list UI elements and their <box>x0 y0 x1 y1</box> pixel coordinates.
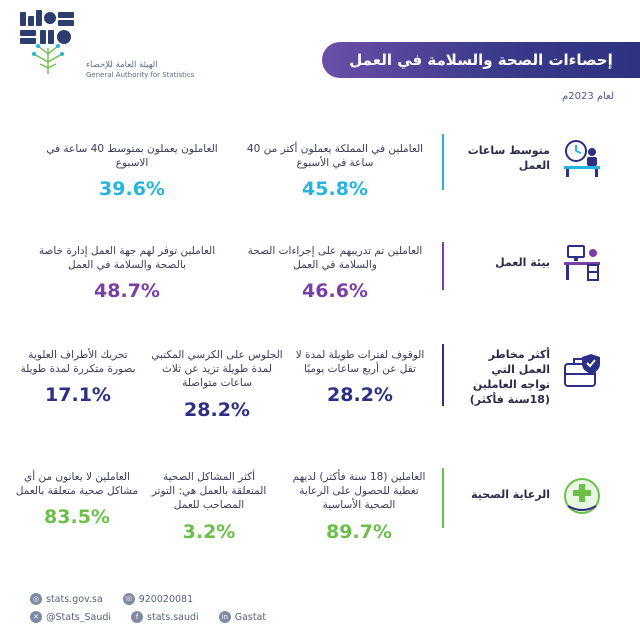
phone-icon: ☏ <box>122 593 135 605</box>
globe-icon: ◎ <box>30 593 42 605</box>
category-label: متوسط ساعات العمل <box>467 144 550 172</box>
stat-value: 46.6% <box>302 280 368 303</box>
stat-value: 17.1% <box>45 384 111 407</box>
stat-text: العاملون يعملون بمتوسط 40 ساعة في الاسبو… <box>46 143 218 170</box>
row-work-environment: بيئة العمل العاملين تم تدريبهم على إجراء… <box>0 234 640 334</box>
stat-value: 45.8% <box>302 178 368 201</box>
stat-item: العاملين لا يعانون من أي مشاكل صحية متعل… <box>14 470 140 528</box>
twitter-link[interactable]: ✕ @Stats_Saudi <box>30 611 111 623</box>
stat-text: العاملين (18 سنة فأكثر) لديهم تغطية للحص… <box>292 471 426 512</box>
facebook-icon: f <box>131 611 144 623</box>
clock-desk-icon <box>564 140 600 177</box>
stat-value: 28.2% <box>327 384 393 407</box>
category-divider <box>442 344 444 406</box>
category-divider <box>442 242 444 290</box>
stat-item: الجلوس على الكرسي المكتبي لمدة طويلة تزي… <box>149 348 285 421</box>
logo-text: الهيئة العامة للإحصاء General Authority … <box>86 60 196 79</box>
phone-link[interactable]: ☏ 920020081 <box>122 593 194 605</box>
phone-text: 920020081 <box>138 593 194 605</box>
stat-item: العاملين تم تدريبهم على إجراءات الصحة وا… <box>240 244 430 302</box>
health-care-icon <box>564 478 600 514</box>
stat-item: تحريك الأطراف العلوية بصورة متكررة لمدة … <box>14 348 142 406</box>
stat-text: العاملين تم تدريبهم على إجراءات الصحة وا… <box>247 245 423 272</box>
row-working-hours: متوسط ساعات العمل العاملين في المملكة يع… <box>0 128 640 228</box>
stat-text: أكثر المشاكل الصحية المتعلقة بالعمل هي: … <box>151 471 267 512</box>
linkedin-icon: in <box>218 611 231 623</box>
linkedin-text: Gastat <box>234 611 267 623</box>
stat-value: 89.7% <box>326 520 392 543</box>
stat-text: العاملين لا يعانون من أي مشاكل صحية متعل… <box>15 471 139 498</box>
category-divider <box>442 468 444 528</box>
stat-value: 3.2% <box>182 520 236 543</box>
stat-item: الوقوف لفترات طويلة لمدة لا تقل عن أربع … <box>292 348 428 406</box>
stat-text: العاملين توفر لهم جهة العمل إدارة خاصة ب… <box>38 245 216 272</box>
twitter-text: @Stats_Saudi <box>46 611 112 623</box>
website-text: stats.gov.sa <box>46 593 103 605</box>
linkedin-link[interactable]: in Gastat <box>218 611 267 623</box>
logo-arabic-name: الهيئة العامة للإحصاء <box>86 60 158 70</box>
row-work-hazards: أكثر مخاطر العمل التي تواجه العاملين (18… <box>0 340 640 445</box>
stat-item: العاملون يعملون بمتوسط 40 ساعة في الاسبو… <box>42 142 222 200</box>
briefcase-shield-icon <box>564 354 600 387</box>
website-link[interactable]: ◎ stats.gov.sa <box>30 593 103 605</box>
stat-item: العاملين توفر لهم جهة العمل إدارة خاصة ب… <box>32 244 222 302</box>
stat-value: 83.5% <box>44 506 110 529</box>
stat-text: الوقوف لفترات طويلة لمدة لا تقل عن أربع … <box>295 349 425 376</box>
stat-value: 48.7% <box>94 280 160 303</box>
year-label: لعام 2023م <box>562 91 614 102</box>
category-label: بيئة العمل <box>495 256 550 269</box>
stat-text: العاملين في المملكة يعملون أكثر من 40 سا… <box>246 143 424 170</box>
category-label: أكثر مخاطر العمل التي تواجه العاملين (18… <box>469 348 550 406</box>
stat-value: 39.6% <box>99 178 165 201</box>
row-health-care: الرعاية الصحية العاملين (18 سنة فأكثر) ل… <box>0 462 640 570</box>
logo-english-name: General Authority for Statistics <box>86 71 195 79</box>
stat-text: الجلوس على الكرسي المكتبي لمدة طويلة تزي… <box>151 349 283 390</box>
page-title: إحصاءات الصحة والسلامة في العمل <box>322 42 640 78</box>
facebook-text: stats.saudi <box>147 611 199 623</box>
category-divider <box>442 134 444 190</box>
category-label: الرعاية الصحية <box>471 488 550 501</box>
office-desk-icon <box>564 245 600 281</box>
footer-contacts: ◎ stats.gov.sa ☏ 920020081 ✕ @Stats_Saud… <box>30 590 280 626</box>
stat-item: العاملين في المملكة يعملون أكثر من 40 سا… <box>240 142 430 200</box>
stat-item: العاملين (18 سنة فأكثر) لديهم تغطية للحص… <box>284 470 434 543</box>
facebook-link[interactable]: f stats.saudi <box>131 611 199 623</box>
stat-item: أكثر المشاكل الصحية المتعلقة بالعمل هي: … <box>144 470 274 543</box>
stat-text: تحريك الأطراف العلوية بصورة متكررة لمدة … <box>20 349 136 376</box>
gastat-logo <box>20 10 74 74</box>
twitter-icon: ✕ <box>30 611 42 623</box>
stat-value: 28.2% <box>184 398 250 421</box>
